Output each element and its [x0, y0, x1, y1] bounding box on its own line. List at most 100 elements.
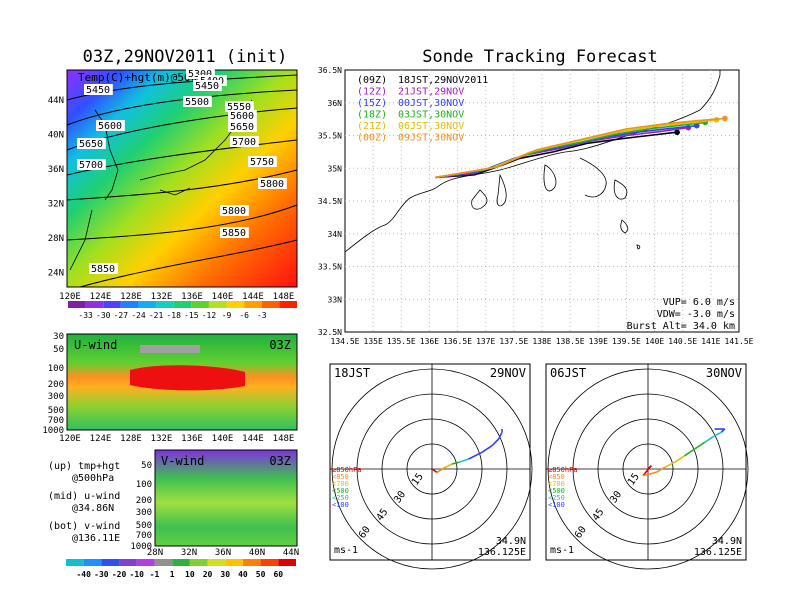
panel-notes: (up) tmp+hgt@500hPa (mid) u-wind@34.86N (b… [48, 461, 120, 544]
wind-colorbar-swatch [101, 559, 120, 566]
hodo-trace-segment [674, 455, 686, 463]
hodo-time: 18JST [334, 366, 370, 380]
map500-colorbar-label: -27 [114, 311, 129, 320]
wind-colorbar: -40 -30 -20 -10 -1 1 10 20 30 40 50 60 [66, 559, 296, 579]
map500-contour-label-bg [96, 120, 125, 131]
track-legend-time: 00JST,30NOV [398, 98, 464, 109]
uwind-y-tick: 1000 [42, 426, 64, 436]
track-params: VUP= 6.0 m/s VDW= -3.0 m/s Burst Alt= 34… [627, 297, 735, 332]
vwind-x-ticks: 28N 32N 36N 40N 44N [147, 548, 299, 558]
map500-contour-label-bg [186, 68, 215, 79]
track-x-tick: 135E [364, 337, 383, 346]
map500-x-tick: 144E [242, 292, 264, 302]
hodo-trace-segment [481, 445, 493, 453]
map500-colorbar-swatch [244, 301, 262, 308]
panel-note-line: (up) tmp+hgt [48, 461, 120, 472]
left-title: 03Z,29NOV2011 (init) [83, 47, 288, 67]
wind-colorbar-swatch [260, 559, 279, 566]
hodo-unit: ms-1 [334, 545, 358, 556]
map500-y-tick: 32N [48, 200, 64, 210]
track-x-tick: 137E [476, 337, 495, 346]
map500-contour-label-bg [183, 96, 212, 107]
map500-contour-label-bg [220, 227, 249, 238]
uwind-x-tick: 148E [273, 434, 295, 444]
map500-colorbar-swatch [120, 301, 139, 308]
map500-contour-label-bg [193, 80, 222, 91]
wind-colorbar-swatch [66, 559, 84, 566]
map500-y-tick: 36N [48, 165, 64, 175]
uwind-x-tick: 144E [242, 434, 264, 444]
map500-contour-label-bg [220, 205, 249, 216]
map500-contour-label: 5800 [260, 179, 284, 190]
map500-contour-label-bg [228, 121, 257, 132]
vwind-x-tick: 36N [215, 548, 231, 558]
track-x-tick: 137.5E [499, 337, 528, 346]
uwind-time: 03Z [269, 338, 291, 352]
map500-colorbar-swatch [191, 301, 209, 308]
map500-contour-label-bg [225, 101, 254, 112]
uwind-y-tick: 300 [48, 392, 64, 402]
wind-colorbar-label: -20 [112, 570, 127, 579]
panel-note-line: (mid) u-wind [48, 491, 120, 502]
uwind-y-tick: 100 [48, 364, 64, 374]
track-y-ticks: 36.5N 36N 35.5N 35N 34.5N 34N 33.5N 33N 32.5N [318, 66, 342, 337]
uwind-grey-patch [140, 345, 200, 353]
track-y-tick: 33N [328, 295, 343, 304]
vwind-x-tick: 40N [249, 548, 265, 558]
map500-x-tick: 128E [120, 292, 142, 302]
vwind-y-tick: 1000 [130, 542, 152, 552]
map500-y-tick: 40N [48, 131, 64, 141]
vwind-frame [154, 449, 298, 547]
map500-contour-label: 5700 [232, 137, 256, 148]
wind-colorbar-label: 30 [220, 570, 230, 579]
track-x-tick: 138.5E [556, 337, 585, 346]
track-y-tick: 36N [328, 99, 343, 108]
map500-x-tick: 140E [212, 292, 234, 302]
track-grid [345, 70, 739, 332]
map500-colorbar-label: -12 [202, 311, 217, 320]
map500-contour-label-bg [77, 138, 106, 149]
hodo-trace-segment [642, 471, 657, 477]
map500-colorbar-label: -21 [149, 311, 164, 320]
vwind-y-tick: 200 [136, 496, 152, 506]
map500-colorbar-swatch [156, 301, 174, 308]
hodo-level-label: <500 [332, 487, 349, 495]
track-lines [434, 115, 728, 179]
track-y-tick: 34N [328, 230, 343, 239]
map500-contour-label-bg [84, 84, 113, 95]
track-x-tick: 139.5E [612, 337, 641, 346]
map500-x-ticks: 120E 124E 128E 132E 136E 140E 144E 148E [59, 292, 294, 302]
map500-contour-label: 5850 [91, 264, 115, 275]
wind-colorbar-label: 1 [170, 570, 175, 579]
track-endpoint [722, 115, 728, 122]
map500-contour-label: 5700 [79, 160, 103, 171]
hodo-level-label: <100 [548, 501, 565, 509]
uwind-y-tick: 200 [48, 380, 64, 390]
track-x-tick: 139E [589, 337, 608, 346]
track-y-tick: 34.5N [318, 197, 342, 206]
hodo-trace-segment [664, 461, 676, 469]
uwind-label: U-wind [74, 338, 117, 352]
track-y-tick: 32.5N [318, 328, 342, 337]
map500-contour-label: 5450 [195, 81, 219, 92]
vwind-x-tick: 28N [147, 548, 163, 558]
hodo-date: 30NOV [706, 366, 742, 380]
map500-contour-label: 5500 [185, 97, 209, 108]
wind-colorbar-label: 60 [273, 570, 283, 579]
map500-colorbar-swatch [173, 301, 192, 308]
wind-colorbar-label: -1 [150, 570, 160, 579]
hodo-trace-segment [451, 461, 459, 465]
hodo-level-label: <250 [332, 494, 349, 502]
map500-x-tick: 132E [151, 292, 173, 302]
wind-colorbar-swatch [278, 559, 296, 566]
track-legend-code: (09Z) [357, 75, 387, 86]
map500-colorbar-swatch [226, 301, 245, 308]
uwind-x-tick: 120E [59, 434, 81, 444]
map500-colorbar-swatch [68, 301, 86, 308]
map500-x-tick: 136E [181, 292, 203, 302]
hodo-level-label: <700 [332, 480, 349, 488]
wind-colorbar-label: -30 [94, 570, 109, 579]
hodo-trace-segment [444, 463, 453, 469]
